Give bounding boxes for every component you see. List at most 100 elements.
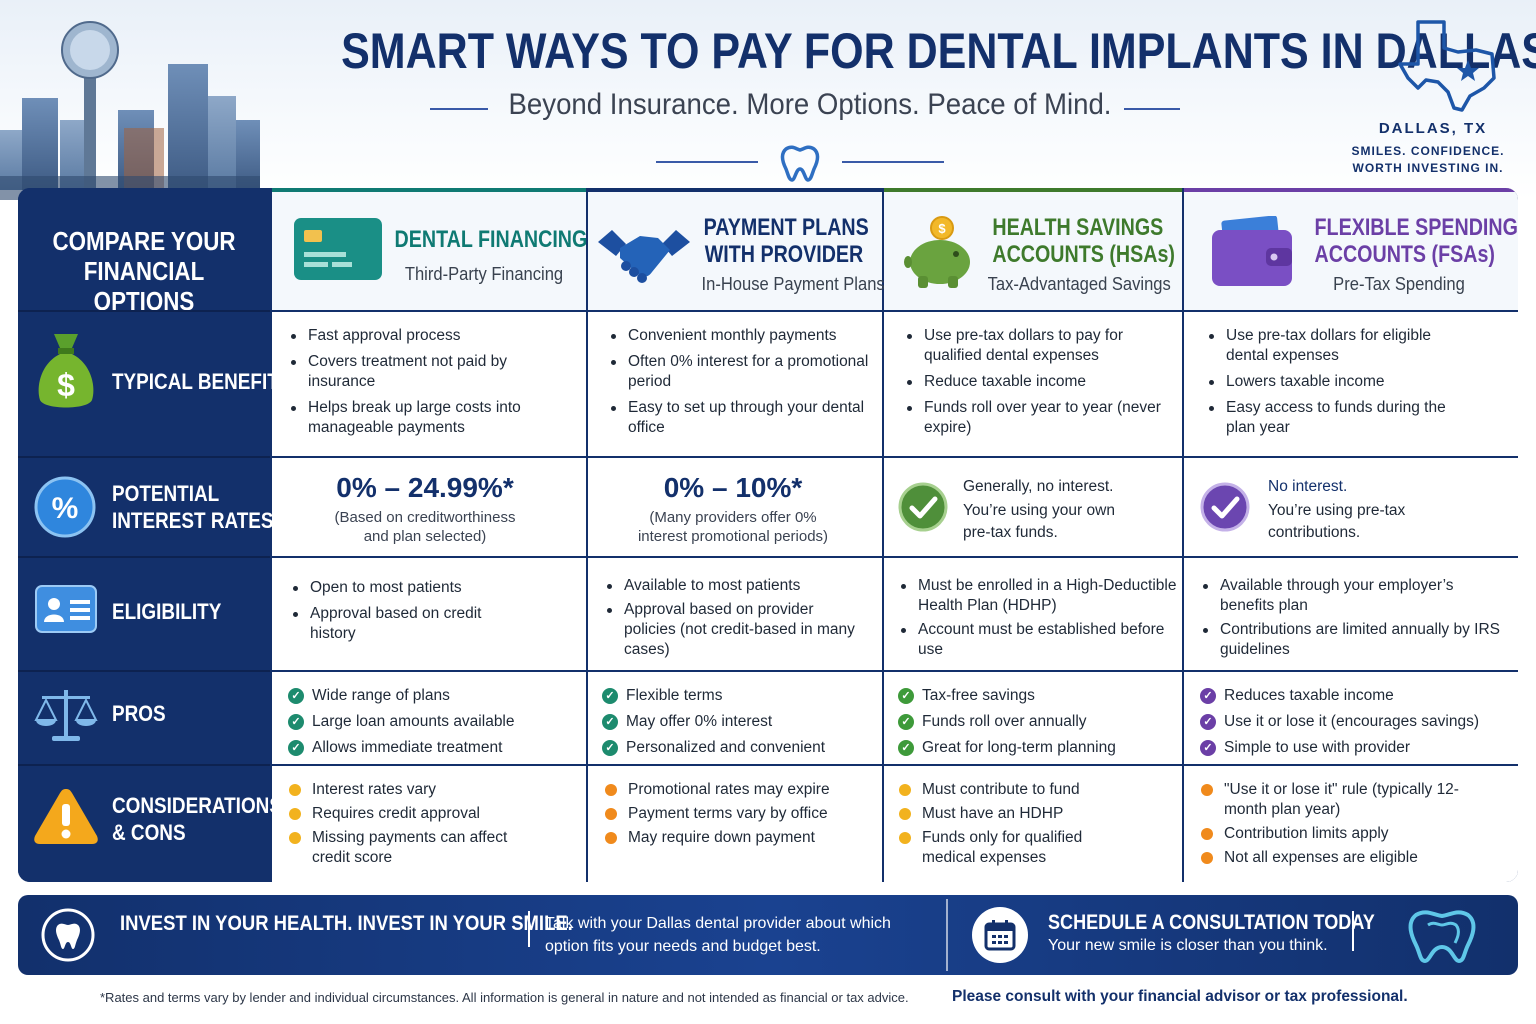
cell-eligibility-hsa: Must be enrolled in a High-Deductible He… [884,558,1182,670]
dot-icon [289,784,301,796]
cell-pros-payment-plans: ✓ Flexible terms ✓ May offer 0% interest ✓… [588,672,882,764]
cons-text: Must have an HDHP [922,805,1064,822]
dot-icon [1201,784,1213,796]
check-circle-icon [1200,482,1250,532]
cell-rates-financing: 0% – 24.99%* (Based on creditworthiness … [272,458,586,556]
list-item: ✓ Use it or lose it (encourages savings) [1200,712,1516,732]
check-icon: ✓ [288,740,304,756]
banner-divider [946,899,948,971]
row-label-benefits: TYPICAL BENEFITS [112,369,292,394]
row-label-pros: PROS [112,701,166,726]
list-benefits-fsa: Use pre-tax dollars for eligible dental … [1206,326,1446,444]
cell-pros-fsa: ✓ Reduces taxable income ✓ Use it or lose … [1184,672,1518,764]
list-item: Helps break up large costs into manageab… [288,398,578,438]
check-icon: ✓ [602,714,618,730]
piggy-bank-icon: $ [904,216,970,288]
rate-value-payment-plans: 0% – 10%* [663,472,803,503]
wallet-icon [1212,216,1292,286]
dot-icon [899,832,911,844]
column-subtitle-payment-plans: In-House Payment Plans [701,274,885,294]
list-item: ✓ Large loan amounts available [288,712,578,732]
rate-value-financing: 0% – 24.99%* [336,472,514,503]
payment-title-line-2: WITH PROVIDER [704,241,864,268]
list-item: Use pre-tax dollars for eligible dental … [1206,326,1446,366]
list-eligibility-financing: Open to most patients Approval based on … [290,578,520,650]
list-item: Contributions are limited annually by IR… [1200,620,1500,660]
dot-icon [289,832,301,844]
list-item: Interest rates vary [288,780,548,800]
texas-map-icon [1398,20,1496,112]
row-label-rates: POTENTIAL INTEREST RATES [112,480,274,534]
list-eligibility-payment-plans: Available to most patients Approval base… [604,576,868,664]
rate-note-line-2: contributions. [1268,524,1361,541]
cell-rates-payment-plans: 0% – 10%* (Many providers offer 0% inter… [588,458,882,556]
rate-text-fsa: No interest. You’re using pre-tax contri… [1268,476,1498,544]
pros-text: Use it or lose it (encourages savings) [1224,713,1480,730]
list-item: Open to most patients [290,578,520,598]
money-bag-icon: $ [38,334,94,408]
check-icon: ✓ [898,714,914,730]
cta-banner: INVEST IN YOUR HEALTH. INVEST IN YOUR SM… [18,895,1518,975]
cons-text: May require down payment [628,829,815,846]
row-divider [18,670,270,672]
list-item: Missing payments can affect credit score [288,828,548,868]
pros-text: Reduces taxable income [1224,687,1394,704]
column-header-payment-plans: PAYMENT PLANS WITH PROVIDER In-House Pay… [588,188,885,310]
cons-text: Must contribute to fund [922,781,1080,798]
rate-note-payment-plans: (Many providers offer 0% interest promot… [588,508,878,546]
list-cons-financing: Interest rates vary Requires credit appr… [288,780,548,872]
cta-title[interactable]: SCHEDULE A CONSULTATION TODAY [1048,911,1375,934]
cons-text: Not all expenses are eligible [1224,849,1418,866]
rates-label-line-2: INTEREST RATES [112,508,274,533]
list-item: ✓ Funds roll over annually [898,712,1178,732]
schedule-button[interactable] [972,907,1028,963]
list-item: Funds only for qualified medical expense… [898,828,1128,868]
location-tagline: SMILES. CONFIDENCE. WORTH INVESTING IN. [1338,143,1518,177]
pros-text: Allows immediate treatment [312,739,503,756]
list-item: ✓ Flexible terms [602,686,878,706]
dot-icon [605,808,617,820]
banner-body-line-1: Talk with your Dallas dental provider ab… [545,915,891,932]
tooth-logo-icon [1408,910,1476,964]
rate-note-line-2: interest promotional periods) [637,528,829,545]
column-subtitle-financing: Third-Party Financing [404,264,564,284]
cell-pros-hsa: ✓ Tax-free savings ✓ Funds roll over annua… [884,672,1182,764]
dot-icon [899,808,911,820]
list-item: ✓ Reduces taxable income [1200,686,1516,706]
rate-note-line-1: (Many providers offer 0% [649,509,817,526]
check-icon: ✓ [898,688,914,704]
list-item: Available to most patients [604,576,868,596]
tooth-icon [41,908,95,962]
check-circle-icon [898,482,948,532]
id-card-icon [35,585,97,633]
list-item: Fast approval process [288,326,578,346]
list-item: "Use it or lose it" rule (typically 12-m… [1200,780,1490,820]
cell-benefits-hsa: Use pre-tax dollars to pay for qualified… [884,312,1182,456]
cta-subtitle: Your new smile is closer than you think. [1048,937,1328,954]
list-pros-fsa: ✓ Reduces taxable income ✓ Use it or lose … [1200,686,1516,764]
dot-icon [1201,852,1213,864]
rate-note-financing: (Based on creditworthiness and plan sele… [272,508,578,546]
list-item: Reduce taxable income [904,372,1174,392]
column-header-hsa: $ HEALTH SAVINGS ACCOUNTS (HSAs) Tax-Adv… [884,188,1182,310]
pros-text: Personalized and convenient [626,739,826,756]
column-title-payment-plans: PAYMENT PLANS WITH PROVIDER [704,214,869,268]
scales-icon [34,690,98,741]
list-item: Contribution limits apply [1200,824,1490,844]
cell-eligibility-financing: Open to most patients Approval based on … [272,558,586,670]
credit-card-icon [294,218,382,280]
dallas-skyline-image [0,21,260,200]
list-item: ✓ Personalized and convenient [602,738,878,758]
column-subtitle-fsa: Pre-Tax Spending [1333,274,1465,294]
list-cons-payment-plans: Promotional rates may expire Payment ter… [604,780,880,852]
check-icon: ✓ [288,688,304,704]
list-cons-hsa: Must contribute to fund Must have an HDH… [898,780,1128,872]
cons-label-line-1: CONSIDERATIONS [112,793,282,818]
check-icon: ✓ [1200,688,1216,704]
row-divider [18,456,270,458]
pros-text: Flexible terms [626,687,723,704]
dot-icon [605,832,617,844]
banner-divider [1352,911,1354,951]
column-header-financing: DENTAL FINANCING PLANS Third-Party Finan… [272,188,659,310]
list-item: Approval based on provider policies (not… [604,600,868,660]
